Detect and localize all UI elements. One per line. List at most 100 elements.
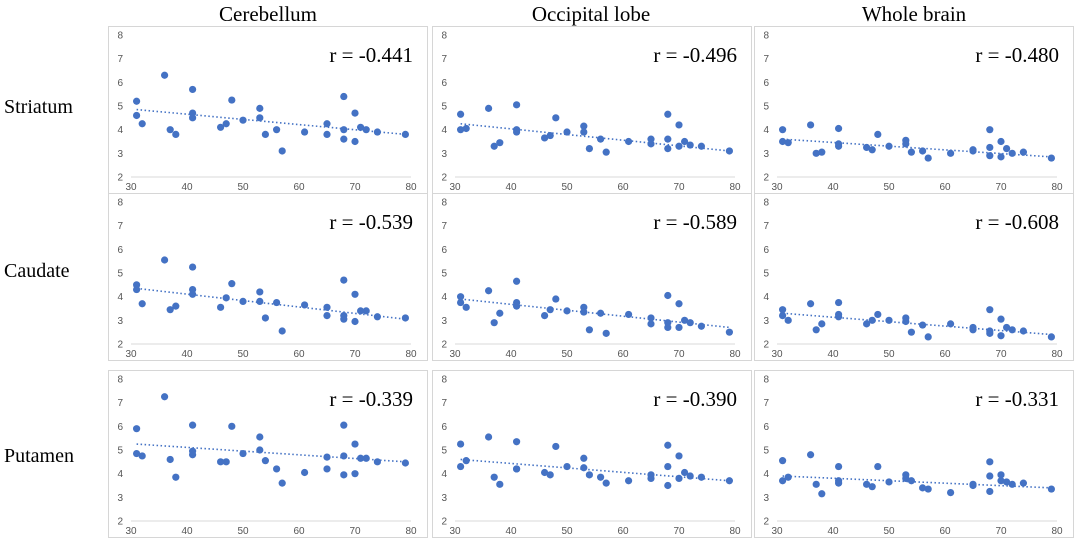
scatter-plot-striatum-cerebellum: 2 3 4 5 6 7 8 30 40 50 60 70 80	[117, 31, 417, 194]
column-title-occipital-lobe: Occipital lobe	[531, 2, 651, 26]
data-point	[401, 459, 409, 467]
scatter-plot-caudate-cerebellum: 2 3 4 5 6 7 8 30 40 50 60 70 80	[117, 198, 417, 361]
data-point	[997, 477, 1005, 485]
data-point	[161, 71, 169, 79]
y-tick-label: 3	[441, 493, 447, 504]
y-tick-label: 2	[763, 173, 769, 184]
data-point	[907, 148, 915, 156]
row-label-caudate: Caudate	[4, 260, 70, 282]
x-tick-label: 60	[293, 349, 305, 360]
y-tick-label: 8	[763, 31, 769, 42]
data-point	[697, 322, 705, 330]
correlation-label: r = -0.339	[329, 387, 413, 411]
data-point	[725, 147, 733, 155]
data-point	[373, 458, 381, 466]
x-tick-label: 70	[995, 182, 1007, 193]
data-point	[1047, 485, 1055, 493]
data-point	[874, 310, 882, 319]
y-tick-label: 6	[763, 422, 769, 433]
data-point	[625, 310, 633, 319]
data-point	[301, 301, 309, 309]
x-tick-label: 40	[505, 349, 517, 360]
y-tick-label: 8	[117, 375, 123, 386]
y-tick-label: 8	[441, 198, 447, 209]
data-point	[919, 147, 927, 155]
data-point	[686, 141, 694, 149]
data-point	[457, 126, 465, 134]
data-point	[924, 485, 932, 493]
data-point	[278, 479, 286, 487]
x-tick-label: 30	[449, 526, 461, 537]
data-point	[647, 140, 655, 148]
panel-striatum-whole-brain: 2 3 4 5 6 7 8 30 40 50 60 70 80 r = -0.480	[754, 26, 1074, 194]
data-point	[217, 123, 225, 131]
column-title-whole-brain: Whole brain	[861, 2, 967, 26]
data-point	[907, 477, 915, 485]
correlation-label: r = -0.390	[653, 387, 737, 411]
panel-caudate-occipital-lobe: 2 3 4 5 6 7 8 30 40 50 60 70 80 r = -0.589	[432, 193, 752, 361]
x-tick-label: 60	[939, 349, 951, 360]
x-tick-label: 40	[505, 182, 517, 193]
x-tick-label: 50	[561, 182, 573, 193]
trendline	[782, 475, 1052, 489]
data-point	[323, 120, 331, 128]
data-point	[496, 480, 504, 488]
data-point	[351, 470, 359, 478]
data-point	[490, 473, 498, 481]
data-point	[457, 298, 465, 307]
data-point	[725, 328, 733, 336]
y-tick-label: 3	[763, 149, 769, 160]
data-point	[664, 462, 672, 471]
y-tick-label: 6	[441, 78, 447, 89]
data-point	[323, 130, 331, 138]
y-tick-label: 2	[117, 340, 123, 351]
y-tick-label: 6	[441, 422, 447, 433]
data-point	[902, 314, 910, 322]
y-tick-label: 7	[441, 398, 447, 409]
data-point	[818, 320, 826, 328]
y-tick-label: 2	[117, 517, 123, 528]
x-tick-label: 50	[561, 526, 573, 537]
x-tick-label: 30	[125, 182, 137, 193]
data-point	[919, 321, 927, 329]
data-point	[222, 458, 230, 466]
y-tick-label: 4	[763, 292, 769, 303]
data-point	[779, 477, 787, 485]
x-tick-label: 80	[729, 349, 741, 360]
data-point	[997, 471, 1005, 479]
data-point	[513, 128, 521, 136]
x-tick-label: 50	[237, 349, 249, 360]
data-point	[513, 101, 521, 109]
data-point	[490, 142, 498, 150]
x-tick-label: 30	[771, 349, 783, 360]
data-point	[986, 306, 994, 314]
data-point	[725, 477, 733, 485]
data-point	[552, 114, 560, 122]
y-tick-label: 5	[117, 446, 123, 457]
data-point	[323, 465, 331, 473]
y-tick-label: 3	[117, 149, 123, 160]
data-point	[351, 290, 359, 298]
data-point	[462, 303, 470, 311]
correlation-label: r = -0.331	[975, 387, 1059, 411]
data-point	[969, 323, 977, 332]
x-tick-label: 80	[729, 182, 741, 193]
data-point	[401, 130, 409, 138]
data-point	[675, 121, 683, 129]
data-point	[401, 314, 409, 322]
y-tick-label: 5	[441, 102, 447, 113]
data-point	[513, 438, 521, 446]
data-point	[457, 462, 465, 471]
data-point	[228, 280, 236, 288]
data-point	[580, 128, 588, 136]
data-point	[812, 149, 820, 157]
data-point	[362, 307, 370, 315]
data-point	[924, 333, 932, 341]
data-point	[697, 473, 705, 481]
x-tick-label: 30	[449, 182, 461, 193]
y-tick-label: 6	[117, 245, 123, 256]
y-tick-label: 3	[117, 316, 123, 327]
data-point	[863, 320, 871, 328]
y-tick-label: 4	[117, 469, 123, 480]
